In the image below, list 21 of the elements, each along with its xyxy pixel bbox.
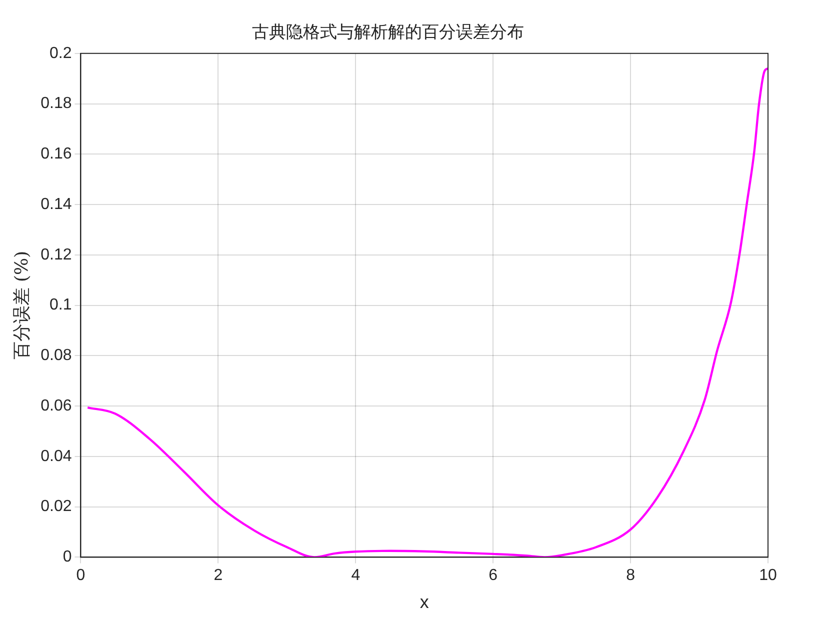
y-tick-label: 0.08 — [40, 347, 72, 364]
line-series — [86, 67, 768, 558]
y-tick-label: 0.12 — [40, 246, 72, 264]
y-tick-label: 0.02 — [40, 498, 72, 516]
x-tick-label: 10 — [759, 567, 777, 584]
y-tick-label: 0.14 — [40, 196, 72, 213]
y-tick-label: 0.1 — [49, 296, 72, 314]
chart-title: 古典隐格式与解析解的百分误差分布 — [252, 22, 524, 43]
y-tick-label: 0.06 — [40, 397, 72, 414]
x-axis-title: x — [420, 592, 429, 612]
x-tick-label: 4 — [351, 567, 360, 584]
y-tick-label: 0.04 — [40, 448, 72, 465]
y-tick-label: 0.16 — [40, 146, 72, 163]
x-tick-label: 2 — [214, 567, 223, 584]
x-tick-label: 0 — [76, 567, 86, 584]
x-tick-label: 8 — [626, 567, 636, 584]
y-axis-title: 百分误差 (%) — [11, 250, 32, 360]
x-tick-label: 6 — [488, 567, 498, 584]
y-tick-label: 0 — [62, 548, 72, 566]
y-tick-label: 0.18 — [40, 95, 72, 112]
y-tick-label: 0.2 — [49, 44, 72, 62]
